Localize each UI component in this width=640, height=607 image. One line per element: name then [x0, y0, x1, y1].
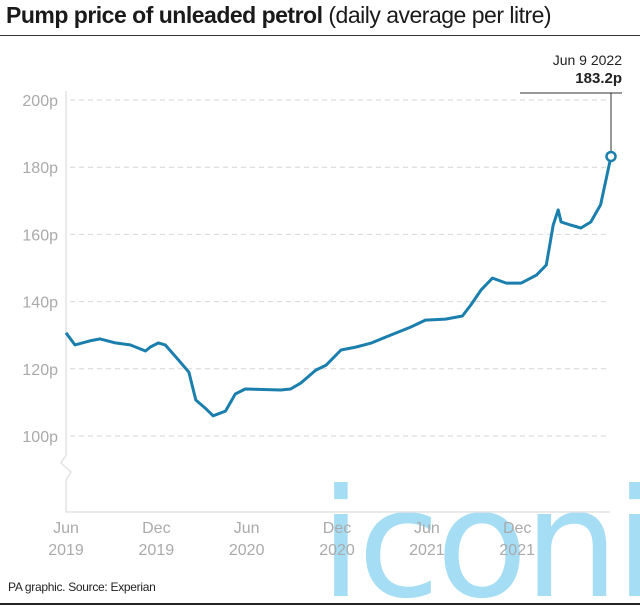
title-main: Pump price of unleaded petrol — [6, 2, 323, 28]
x-tick-year: 2019 — [48, 542, 84, 559]
title-subtitle: (daily average per litre) — [322, 2, 552, 28]
x-tick-year: 2020 — [319, 542, 355, 559]
x-tick-label: Dec — [323, 520, 351, 537]
y-tick-label: 180p — [22, 160, 58, 177]
x-tick-year: 2019 — [139, 542, 175, 559]
latest-point-marker — [605, 150, 617, 163]
footer-divider — [0, 603, 640, 605]
title-divider — [0, 35, 640, 36]
x-tick-label: Dec — [503, 520, 531, 537]
y-tick-label: 100p — [22, 429, 58, 446]
x-tick-year: 2021 — [499, 542, 535, 559]
annotation-date: Jun 9 2022 — [552, 52, 622, 68]
x-tick-year: 2021 — [409, 542, 445, 559]
axis-lines — [60, 91, 610, 513]
y-tick-label: 120p — [22, 362, 58, 379]
x-tick-label: Dec — [142, 520, 170, 537]
price-line — [64, 156, 613, 418]
source-credit: PA graphic. Source: Experian — [8, 580, 156, 594]
y-tick-label: 140p — [22, 295, 58, 312]
x-tick-year: 2020 — [229, 542, 265, 559]
chart-title: Pump price of unleaded petrol (daily ave… — [6, 2, 552, 29]
x-tick-label: Jun — [53, 520, 79, 537]
y-tick-label: 200p — [22, 93, 58, 110]
y-tick-label: 160p — [22, 227, 58, 244]
annotation-value: 183.2p — [575, 70, 622, 87]
iconic-watermark: iconic — [320, 458, 640, 607]
x-tick-label: Jun — [414, 520, 440, 537]
x-tick-label: Jun — [234, 520, 260, 537]
